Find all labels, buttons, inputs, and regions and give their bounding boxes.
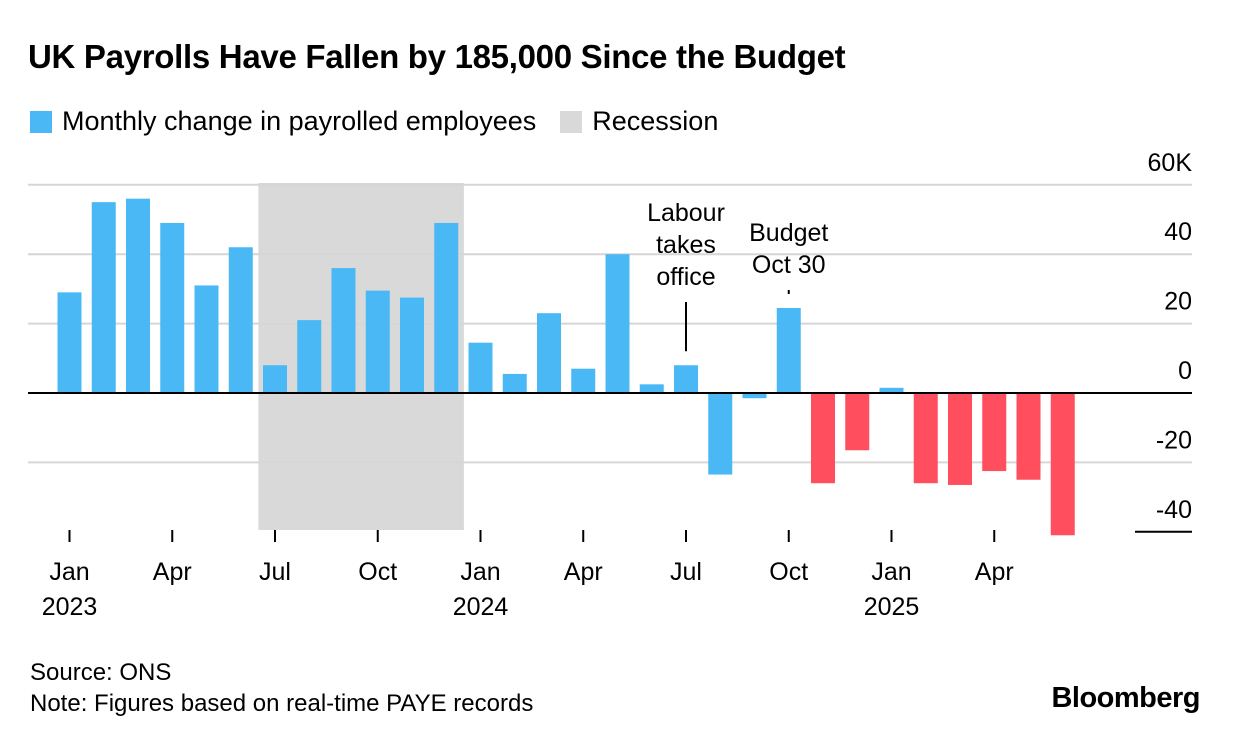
annotation-text: Budget xyxy=(749,219,828,247)
x-tick-label: Jan xyxy=(871,558,911,586)
bar xyxy=(331,268,356,393)
x-tick-label: Oct xyxy=(769,558,808,586)
x-tick-label: Apr xyxy=(975,558,1014,586)
x-tick-label: Apr xyxy=(153,558,192,586)
bar xyxy=(434,222,459,393)
bar xyxy=(674,365,698,393)
annotation-text: Labour xyxy=(647,199,725,227)
chart-area: 60K 40 20 0 -20 -40 Jan 2023 Apr Jul Oct Jan 2024 Ap… xyxy=(28,149,1193,621)
bar xyxy=(982,393,1007,472)
bar xyxy=(194,285,219,393)
bar xyxy=(845,393,870,451)
y-tick-label: 0 xyxy=(1178,357,1192,385)
bar xyxy=(879,387,904,393)
bar xyxy=(400,297,424,393)
legend-label-recession: Recession xyxy=(592,106,719,136)
y-tick-label: -20 xyxy=(1156,426,1192,454)
bar xyxy=(776,307,801,393)
bar xyxy=(742,393,767,399)
bar xyxy=(605,254,630,393)
chart-title: UK Payrolls Have Fallen by 185,000 Since… xyxy=(28,38,846,75)
bar xyxy=(571,368,596,393)
y-tick-label: 60K xyxy=(1148,149,1193,177)
legend-label-monthly: Monthly change in payrolled employees xyxy=(62,106,537,136)
bar xyxy=(948,393,972,485)
bar xyxy=(468,342,493,393)
x-tick-label: Apr xyxy=(564,558,603,586)
legend-swatch-monthly xyxy=(30,110,52,133)
bar xyxy=(297,320,322,393)
y-tick-label: -40 xyxy=(1156,496,1192,524)
source-note: Source: ONS xyxy=(30,659,172,686)
y-tick-label: 20 xyxy=(1164,288,1192,316)
annotation-text: takes xyxy=(656,231,716,259)
legend-item-monthly: Monthly change in payrolled employees xyxy=(30,106,536,137)
x-tick-label: Jul xyxy=(670,558,702,586)
bar xyxy=(502,373,527,393)
bar xyxy=(811,393,835,484)
x-tick-label: Jul xyxy=(259,558,291,586)
x-tick-label: Jan xyxy=(49,558,89,586)
bar xyxy=(1016,393,1041,480)
recession-band xyxy=(258,183,464,530)
legend: Monthly change in payrolled employees Re… xyxy=(30,106,742,137)
footnote: Note: Figures based on real-time PAYE re… xyxy=(30,690,534,717)
bar xyxy=(263,365,287,393)
legend-item-recession: Recession xyxy=(560,106,718,137)
bar xyxy=(228,247,253,393)
bar xyxy=(1050,393,1075,536)
bar xyxy=(91,202,116,393)
annotation-text: Oct 30 xyxy=(752,251,826,279)
x-year-label: 2025 xyxy=(864,593,920,621)
bloomberg-logo: Bloomberg xyxy=(1051,682,1200,714)
y-tick-label: 40 xyxy=(1164,218,1192,246)
x-year-label: 2023 xyxy=(42,593,98,621)
bar xyxy=(708,393,733,475)
bar xyxy=(126,198,150,393)
x-tick-label: Oct xyxy=(358,558,397,586)
bar xyxy=(639,384,664,393)
legend-swatch-recession xyxy=(560,110,583,133)
annotation-text: office xyxy=(656,263,715,291)
bar xyxy=(537,313,561,393)
bar xyxy=(913,393,938,484)
bar xyxy=(160,222,185,393)
bar xyxy=(57,292,82,393)
x-tick-label: Jan xyxy=(460,558,500,586)
x-year-label: 2024 xyxy=(453,593,509,621)
bar xyxy=(365,290,390,393)
